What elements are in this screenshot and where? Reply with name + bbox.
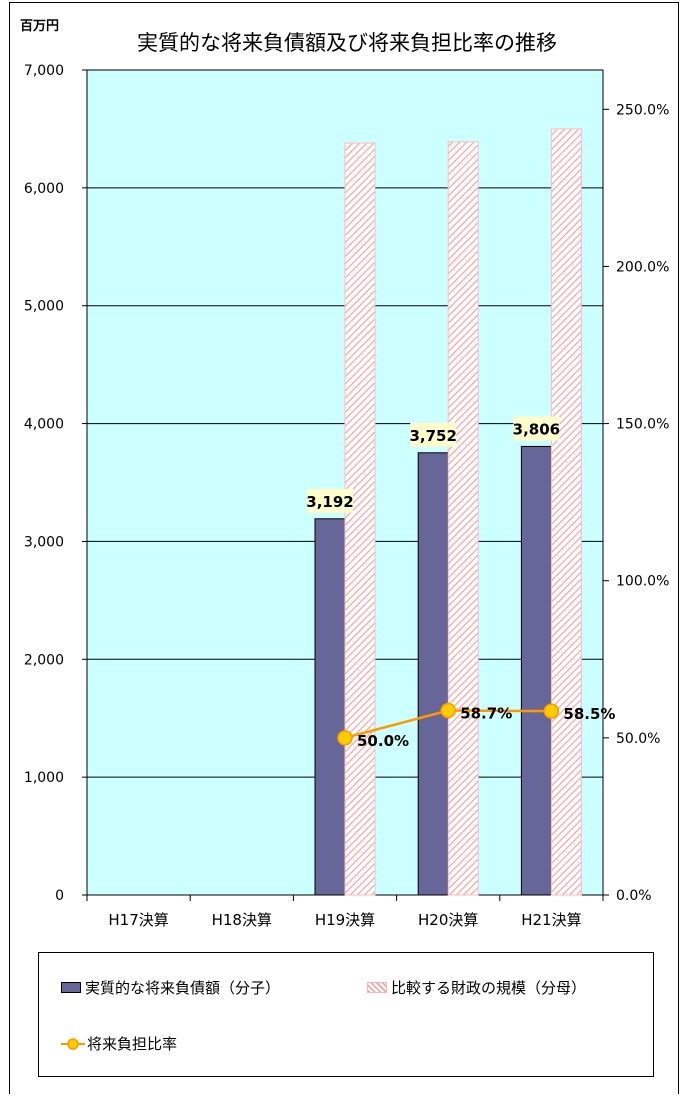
x-tick-label: H18決算 [212, 911, 272, 929]
data-label-debt-H19決算: 3,192 [306, 493, 353, 511]
data-label-bg-debt-H19決算 [307, 488, 353, 513]
bar-debt-H19決算 [314, 518, 346, 896]
ratio-marker-H19決算 [337, 730, 353, 746]
data-labels: 3,192 3,752 3,806 50.0% 58.7% 58.5% [306, 416, 615, 750]
y-left-tick-label: 1,000 [24, 770, 64, 786]
legend-swatch-debt [61, 982, 81, 993]
data-label-bg-debt-H20決算 [410, 422, 457, 447]
legend-item-scale: 比較する財政の規模（分母） [367, 977, 586, 998]
data-label-bg-debt-H21決算 [513, 416, 560, 441]
data-label-debt-H21決算: 3,806 [513, 420, 560, 438]
x-tick-label: H20決算 [418, 911, 478, 929]
chart-title: 実質的な将来負債額及び将来負担比率の推移 [137, 31, 557, 55]
bars [314, 128, 582, 896]
y-left-tick-label: 2,000 [24, 652, 64, 668]
x-tick-label: H19決算 [315, 911, 375, 929]
legend-item-debt: 実質的な将来負債額（分子） [61, 977, 280, 998]
x-tick-label: H17決算 [108, 911, 168, 929]
legend-swatch-ratio [61, 1037, 85, 1050]
bar-scale-H20決算 [447, 141, 479, 896]
ratio-marker-H21決算 [543, 703, 560, 719]
data-label-ratio-H21決算: 58.5% [563, 705, 615, 723]
y-right-tick-label: 200.0% [616, 259, 669, 275]
axes: 0 1,000 2,000 3,000 4,000 5,000 6,000 7,000 0.0%… [24, 63, 669, 929]
y-right-tick-label: 50.0% [616, 731, 660, 747]
legend: 実質的な将来負債額（分子） 比較する財政の規模（分母） 将来負担比率 [38, 952, 654, 1077]
legend-label-scale: 比較する財政の規模（分母） [391, 979, 587, 997]
y-left-tick-label: 7,000 [24, 63, 64, 79]
y-left-unit: 百万円 [20, 19, 59, 34]
y-right-tick-label: 150.0% [616, 417, 669, 433]
chart-frame [9, 2, 679, 1094]
legend-label-debt: 実質的な将来負債額（分子） [85, 979, 281, 997]
legend-item-ratio: 将来負担比率 [61, 1033, 177, 1054]
bar-debt-H20決算 [417, 452, 449, 896]
y-left-tick-label: 3,000 [24, 534, 64, 550]
x-tick-label: H21決算 [521, 911, 581, 929]
y-left-tick-label: 0 [55, 888, 64, 904]
y-right-tick-label: 100.0% [616, 574, 669, 590]
data-label-debt-H20決算: 3,752 [409, 427, 456, 445]
ratio-marker-H20決算 [440, 702, 456, 719]
y-left-tick-label: 6,000 [24, 181, 64, 197]
bar-scale-H19決算 [344, 142, 376, 896]
y-right-tick-label: 0.0% [616, 888, 652, 904]
y-right-tick-label: 250.0% [616, 102, 669, 118]
legend-swatch-scale [367, 982, 387, 993]
data-label-ratio-H20決算: 58.7% [460, 705, 512, 723]
bar-debt-H21決算 [520, 445, 552, 896]
data-label-ratio-H19決算: 50.0% [357, 732, 409, 750]
y-left-tick-label: 5,000 [24, 299, 64, 315]
bar-scale-H21決算 [550, 128, 582, 896]
ratio-line [337, 702, 560, 746]
y-left-tick-label: 4,000 [24, 417, 64, 433]
legend-label-ratio: 将来負担比率 [87, 1035, 178, 1053]
